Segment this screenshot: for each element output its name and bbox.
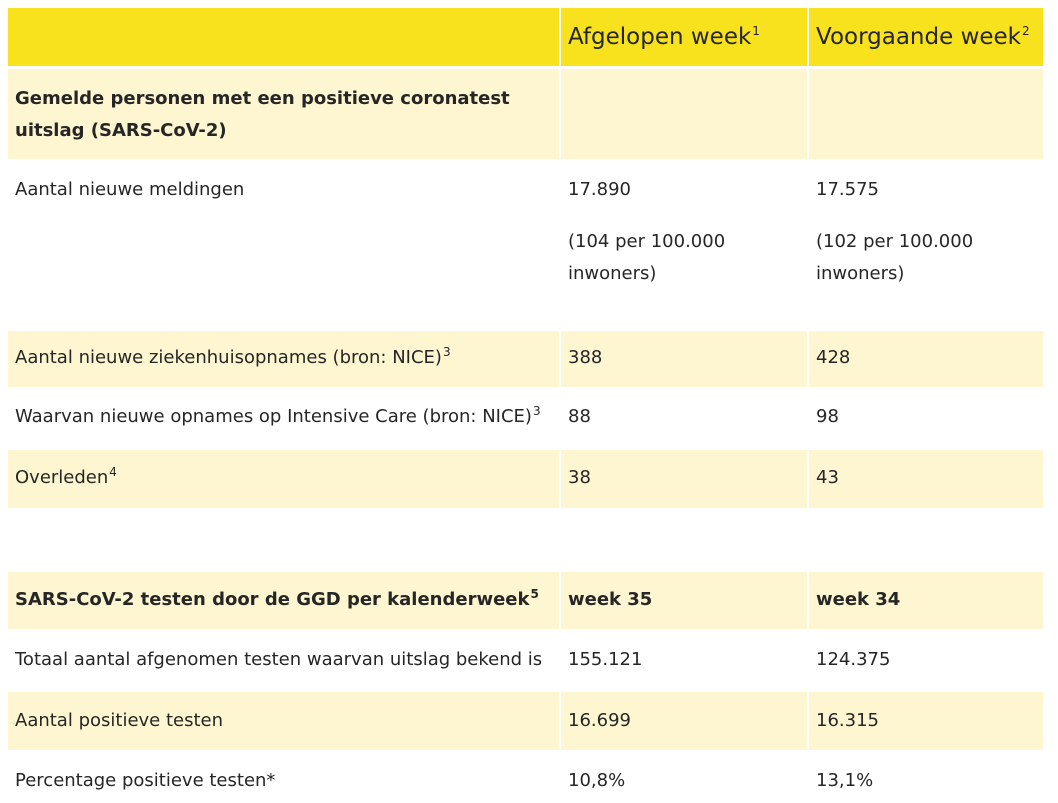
value-note: (102 per 100.000 inwoners) xyxy=(816,231,974,284)
table-row: Percentage positieve testen* 10,8% 13,1% xyxy=(8,752,1043,803)
value-cell: 88 xyxy=(568,406,591,427)
value-cell: 16.699 xyxy=(561,692,807,750)
table-header-row: Afgelopen week1 Voorgaande week2 xyxy=(8,8,1043,66)
empty-cell xyxy=(809,69,1043,159)
value-cell: 13,1% xyxy=(816,770,874,791)
table-row: Overleden4 38 43 xyxy=(8,450,1043,508)
week-label: week 34 xyxy=(809,572,1043,629)
footnote-ref: 5 xyxy=(530,587,539,601)
value-cell: 98 xyxy=(816,406,839,427)
value-cell: 38 xyxy=(561,450,807,508)
value-cell: 388 xyxy=(561,331,807,387)
section-title-row: SARS-CoV-2 testen door de GGD per kalend… xyxy=(8,572,1043,629)
section-title-row: Gemelde personen met een positieve coron… xyxy=(8,69,1043,159)
header-prev-week: Voorgaande week2 xyxy=(809,8,1043,66)
row-label: Waarvan nieuwe opnames op Intensive Care… xyxy=(15,404,541,427)
table-row: Totaal aantal afgenomen testen waarvan u… xyxy=(8,631,1043,689)
week-label: week 35 xyxy=(561,572,807,629)
header-last-week-label: Afgelopen week xyxy=(568,24,752,50)
row-label: Overleden4 xyxy=(8,450,559,508)
value-cell: 155.121 xyxy=(568,649,643,670)
value-cell: 43 xyxy=(809,450,1043,508)
value-cell: 428 xyxy=(809,331,1043,387)
footnote-ref: 3 xyxy=(442,345,451,359)
value: 17.575 xyxy=(816,179,879,200)
section-title: Gemelde personen met een positieve coron… xyxy=(8,69,559,159)
header-prev-week-label: Voorgaande week xyxy=(816,24,1022,50)
footnote-ref: 4 xyxy=(109,465,117,479)
header-empty-cell xyxy=(8,8,559,66)
header-last-week: Afgelopen week1 xyxy=(561,8,807,66)
empty-cell xyxy=(561,69,807,159)
value-cell: 124.375 xyxy=(816,649,891,670)
value-cell: 16.315 xyxy=(809,692,1043,750)
section-title: SARS-CoV-2 testen door de GGD per kalend… xyxy=(8,572,559,629)
row-label: Percentage positieve testen* xyxy=(15,770,276,791)
row-label: Aantal nieuwe ziekenhuisopnames (bron: N… xyxy=(8,331,559,387)
value-cell: 10,8% xyxy=(568,770,626,791)
table-row: Aantal positieve testen 16.699 16.315 xyxy=(8,692,1043,750)
value-note: (104 per 100.000 inwoners) xyxy=(568,231,726,284)
footnote-ref: 3 xyxy=(532,404,541,418)
table-row: Aantal nieuwe ziekenhuisopnames (bron: N… xyxy=(8,331,1043,387)
table-row: Aantal nieuwe meldingen 17.890 (104 per … xyxy=(8,160,1043,330)
row-label: Aantal nieuwe meldingen xyxy=(15,179,245,200)
footnote-ref: 1 xyxy=(752,24,760,38)
value-cell: 17.890 (104 per 100.000 inwoners) xyxy=(561,160,807,330)
value: 17.890 xyxy=(568,179,631,200)
table-row: Waarvan nieuwe opnames op Intensive Care… xyxy=(8,389,1043,447)
footnote-ref: 2 xyxy=(1022,24,1030,38)
value-cell: 17.575 (102 per 100.000 inwoners) xyxy=(809,160,1043,330)
row-label: Totaal aantal afgenomen testen waarvan u… xyxy=(15,649,543,670)
row-label: Aantal positieve testen xyxy=(8,692,559,750)
